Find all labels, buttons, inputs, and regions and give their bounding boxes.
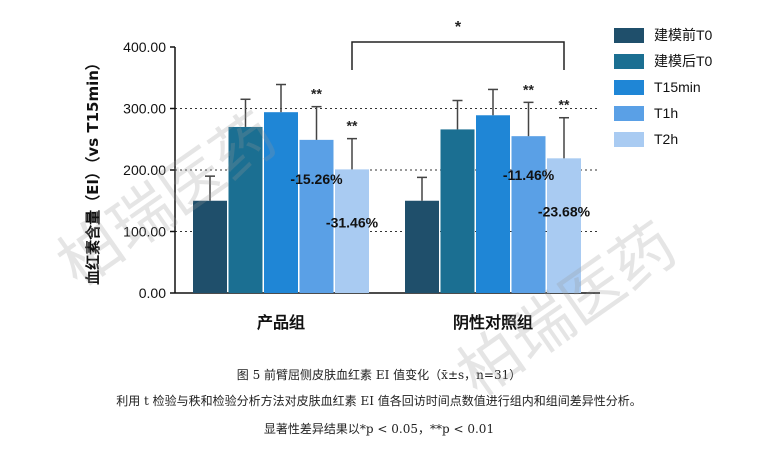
significance-label: ** <box>523 81 534 97</box>
legend-swatch <box>614 53 644 69</box>
legend-label: T1h <box>654 105 679 121</box>
percent-change-label: -31.46% <box>326 214 379 230</box>
legend-label: T2h <box>654 131 679 147</box>
legend-item: T1h <box>614 100 712 126</box>
y-tick-label: 0.00 <box>139 285 166 301</box>
chart-legend: 建模前T0 建模后T0 T15min T1h T2h <box>614 22 712 152</box>
y-axis-label: 血红素含量（EI）（vs T15min） <box>84 55 102 285</box>
comparison-bracket <box>351 41 565 70</box>
percent-change-label: -11.46% <box>503 167 555 183</box>
percent-change-label: -23.68% <box>538 203 591 219</box>
y-tick-label: 400.00 <box>123 39 166 55</box>
legend-item: 建模后T0 <box>614 48 712 74</box>
legend-swatch <box>614 105 644 121</box>
x-category-label: 阴性对照组 <box>453 313 533 332</box>
bracket-significance-label: * <box>455 19 462 36</box>
bar <box>405 200 439 293</box>
significance-label: ** <box>347 118 358 134</box>
y-tick-label: 200.00 <box>123 162 166 178</box>
percent-change-label: -15.26% <box>290 171 343 187</box>
y-tick-label: 100.00 <box>123 224 166 240</box>
figure-caption-title: 图 5 前臂屈侧皮肤血红素 EI 值变化（x̄±s，n=31） <box>236 368 522 382</box>
bar <box>335 169 369 293</box>
significance-label: ** <box>559 97 570 113</box>
x-category-label: 产品组 <box>257 313 305 332</box>
bar <box>511 136 546 293</box>
bar <box>476 115 510 293</box>
figure-caption-note: 利用 t 检验与秩和检验分析方法对皮肤血红素 EI 值各回访时间点数值进行组内和… <box>116 394 642 408</box>
bar <box>299 139 334 293</box>
figure-caption-significance: 显著性差异结果以*p < 0.05，**p < 0.01 <box>263 422 495 436</box>
bar <box>440 129 475 293</box>
legend-item: T2h <box>614 126 712 152</box>
bar <box>264 112 298 293</box>
bar-chart: 0.00 100.00 200.00 300.00 400.00 血红素含量（EI）（vs… <box>84 19 600 332</box>
legend-swatch <box>614 131 644 147</box>
bar <box>547 158 581 293</box>
legend-swatch <box>614 27 644 43</box>
legend-swatch <box>614 79 644 95</box>
legend-label: 建模前T0 <box>654 27 713 43</box>
bar <box>228 126 263 293</box>
significance-label: ** <box>311 86 322 102</box>
legend-label: T15min <box>654 79 701 95</box>
legend-label: 建模后T0 <box>654 53 713 69</box>
y-tick-label: 300.00 <box>123 101 166 117</box>
legend-item: 建模前T0 <box>614 22 712 48</box>
legend-item: T15min <box>614 74 712 100</box>
bar <box>193 200 227 293</box>
